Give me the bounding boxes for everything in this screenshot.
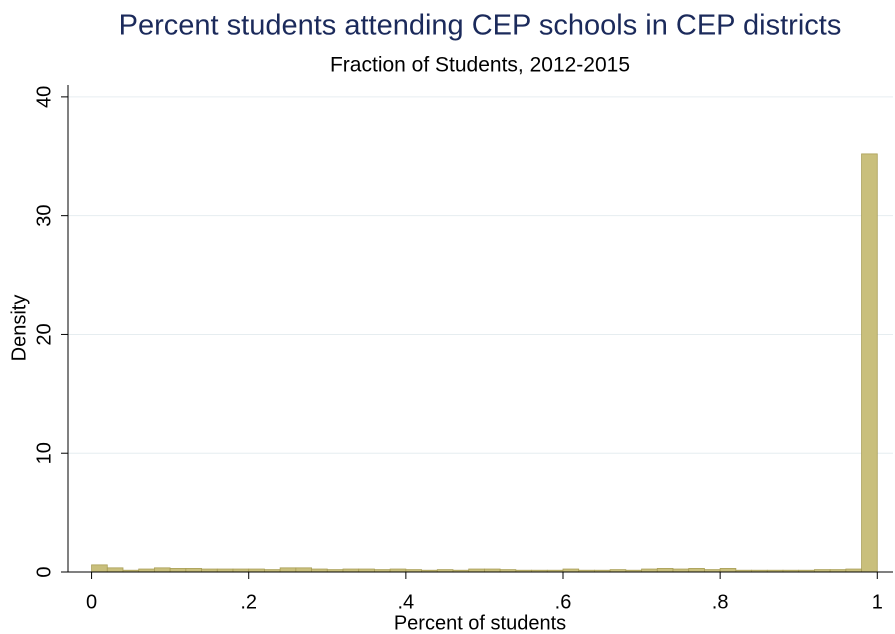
bar [861,153,878,573]
y-tick-label: 20 [33,323,55,345]
y-tick-label: 30 [33,205,55,227]
x-tick-label: .2 [240,591,257,613]
bar [169,568,187,573]
x-tick-label: 0 [86,591,97,613]
bar [279,567,297,573]
bar [154,567,171,573]
bar [719,568,737,573]
chart-subtitle: Fraction of Students, 2012-2015 [330,54,630,77]
bar [656,568,674,573]
bar [688,568,705,573]
chart-title: Percent students attending CEP schools i… [119,10,842,42]
x-tick-label: .4 [398,591,415,613]
x-tick-label: .8 [712,591,729,613]
y-axis-label: Density [8,295,30,362]
x-axis-label: Percent of students [394,612,566,634]
x-tick-label: 1 [872,591,883,613]
bar [106,567,124,573]
y-tick-label: 0 [33,566,55,577]
y-tick-label: 10 [33,442,55,464]
bar [91,564,108,573]
x-tick-label: .6 [555,591,572,613]
bar [185,568,202,573]
bar [295,567,312,573]
y-tick-label: 40 [33,86,55,108]
